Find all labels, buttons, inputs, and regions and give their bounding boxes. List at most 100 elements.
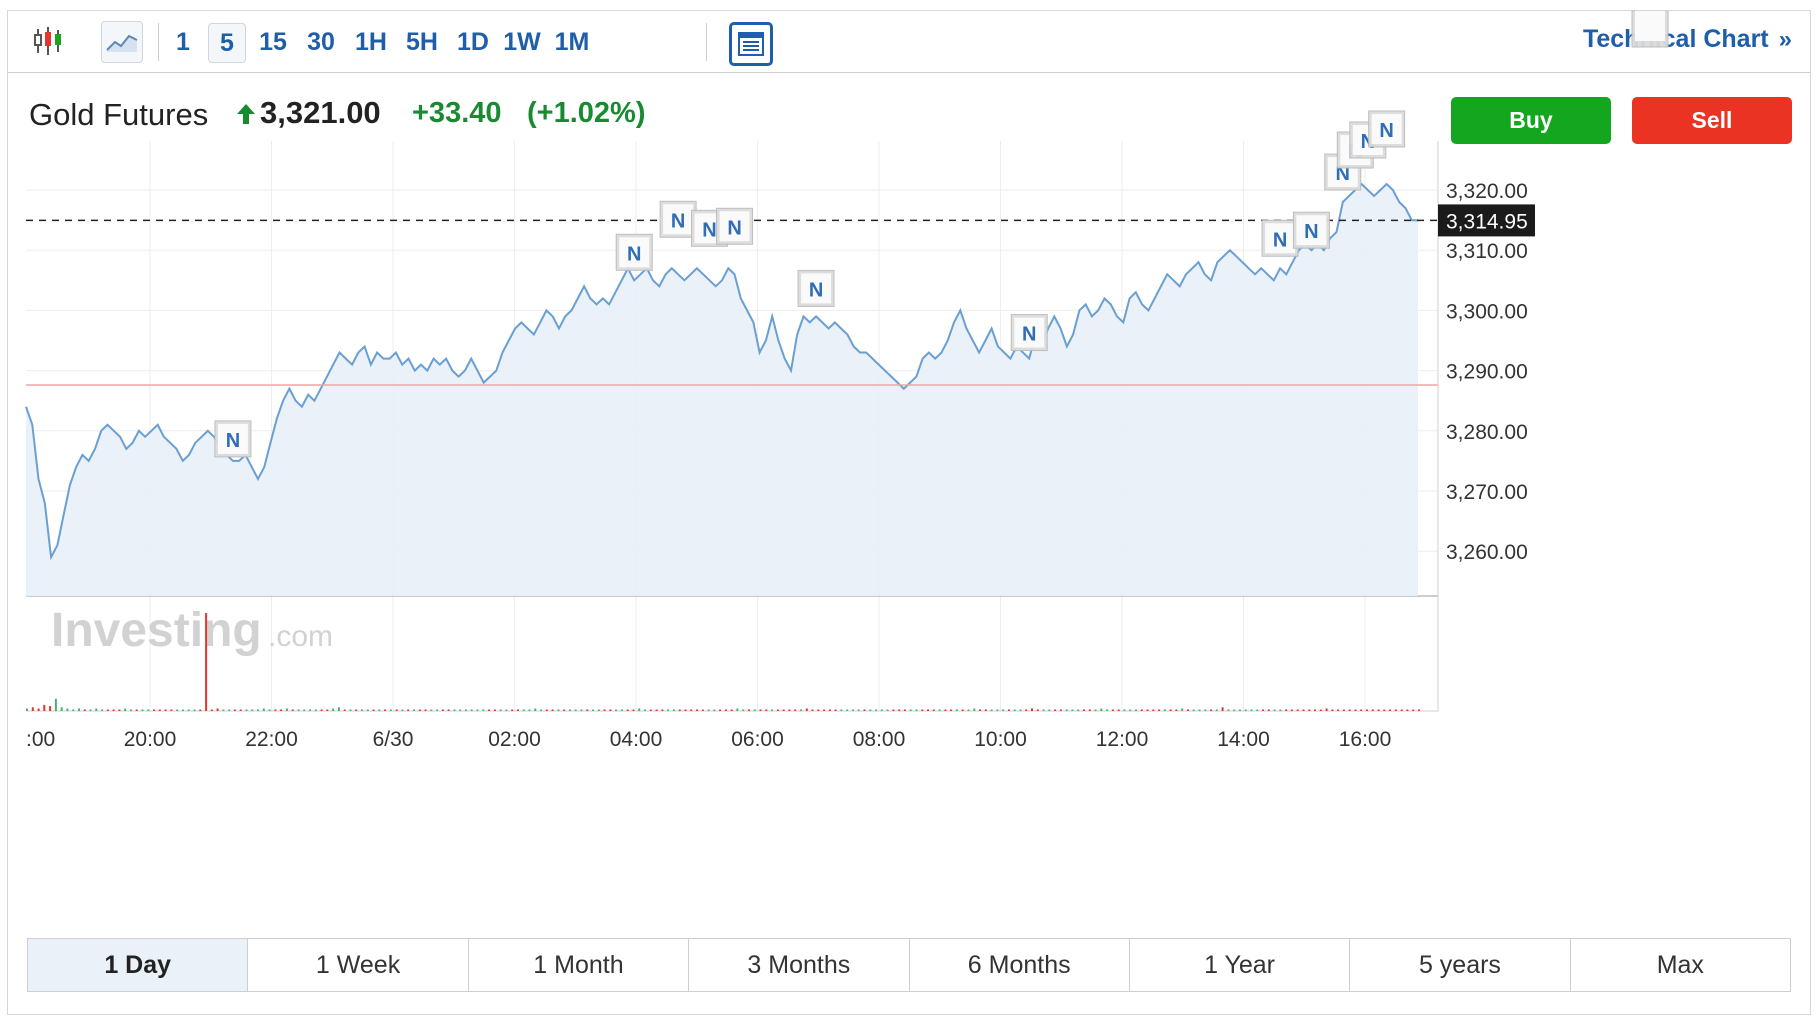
volume-bar xyxy=(1163,709,1166,711)
technical-chart-link[interactable]: Technical Chart » xyxy=(1583,25,1792,54)
news-marker[interactable]: N xyxy=(659,200,697,238)
interval-1h[interactable]: 1H xyxy=(355,28,387,56)
volume-bar xyxy=(875,709,878,711)
volume-bar xyxy=(580,709,583,711)
volume-bar xyxy=(285,708,288,711)
news-marker-letter: N xyxy=(226,430,240,452)
news-marker-letter: N xyxy=(1643,11,1657,16)
interval-15[interactable]: 15 xyxy=(259,28,287,56)
news-toggle-icon[interactable] xyxy=(729,22,773,66)
volume-bar xyxy=(1342,709,1345,711)
range-1-month[interactable]: 1 Month xyxy=(469,939,690,991)
range-1-week[interactable]: 1 Week xyxy=(248,939,469,991)
current-price-label: 3,314.95 xyxy=(1446,210,1528,233)
volume-bar xyxy=(1158,709,1161,711)
volume-bar xyxy=(661,709,664,711)
news-marker-letter: N xyxy=(671,210,685,232)
volume-bar xyxy=(314,709,317,711)
range-3-months[interactable]: 3 Months xyxy=(689,939,910,991)
volume-bar xyxy=(326,709,329,711)
volume-bar xyxy=(1054,709,1057,711)
interval-5[interactable]: 5 xyxy=(208,23,246,63)
volume-bar xyxy=(141,709,144,711)
news-marker[interactable]: N xyxy=(615,233,653,271)
volume-bar xyxy=(1175,709,1178,711)
volume-bar xyxy=(1314,709,1316,711)
volume-bar xyxy=(210,709,213,711)
volume-bar xyxy=(251,709,254,711)
volume-bar xyxy=(903,709,906,711)
news-marker[interactable]: N xyxy=(214,420,252,458)
news-marker[interactable]: N xyxy=(716,207,754,245)
line-chart-icon[interactable] xyxy=(101,21,143,63)
volume-bar xyxy=(1123,709,1126,711)
interval-5h[interactable]: 5H xyxy=(406,28,438,56)
volume-bar xyxy=(89,709,92,711)
volume-bar xyxy=(459,709,462,711)
range-6-months[interactable]: 6 Months xyxy=(910,939,1130,991)
volume-bar xyxy=(1371,709,1374,711)
range-5-years[interactable]: 5 years xyxy=(1350,939,1571,991)
interval-30[interactable]: 30 xyxy=(307,28,335,56)
news-marker-inner xyxy=(1635,11,1665,41)
volume-bar xyxy=(418,709,421,711)
volume-bar xyxy=(1412,709,1415,711)
interval-1w[interactable]: 1W xyxy=(503,28,541,56)
volume-bar xyxy=(361,709,363,711)
volume-bar xyxy=(274,709,277,711)
range-1-day[interactable]: 1 Day xyxy=(28,939,249,991)
news-marker-inner xyxy=(801,273,832,304)
volume-bar xyxy=(748,709,750,711)
news-marker[interactable]: N xyxy=(1631,11,1669,48)
volume-bar xyxy=(320,709,323,711)
news-marker-inner xyxy=(619,237,650,268)
x-tick-label: 06:00 xyxy=(731,728,784,751)
volume-bar xyxy=(620,709,623,711)
volume-bar xyxy=(505,709,508,711)
volume-bar xyxy=(1296,709,1299,711)
candlestick-icon[interactable] xyxy=(28,21,68,61)
buy-button[interactable]: Buy xyxy=(1451,97,1611,144)
price-chart[interactable]: Investing .com NNNNNNNNNNNNNN 3,320.003,… xyxy=(8,11,1810,911)
range-max[interactable]: Max xyxy=(1656,951,1704,979)
volume-bar xyxy=(1233,709,1236,711)
volume-bar xyxy=(118,709,121,711)
volume-bar xyxy=(176,709,179,711)
news-marker-inner xyxy=(1014,317,1045,348)
volume-bar xyxy=(1348,709,1351,711)
news-marker-inner xyxy=(217,423,248,454)
volume-bar xyxy=(863,709,866,711)
volume-bar xyxy=(1389,709,1392,711)
news-marker[interactable]: N xyxy=(1010,314,1048,352)
volume-bar xyxy=(1331,709,1334,711)
volume-bar xyxy=(384,709,387,711)
range-1-year[interactable]: 1 Year xyxy=(1130,939,1351,991)
chart-toolbar: 1 5 15 30 1H 5H 1D 1W 1M Technical Chart… xyxy=(8,11,1810,73)
volume-bar xyxy=(401,709,404,711)
x-tick-label: 14:00 xyxy=(1217,728,1270,751)
news-marker[interactable]: N xyxy=(1292,211,1330,249)
interval-1d[interactable]: 1D xyxy=(457,28,489,56)
volume-bar xyxy=(852,709,854,711)
interval-1[interactable]: 1 xyxy=(176,28,190,56)
volume-bar xyxy=(1418,709,1420,711)
x-tick-label: 04:00 xyxy=(610,728,663,751)
volume-bar xyxy=(915,709,918,711)
last-price: 3,321.00 xyxy=(260,95,381,130)
sell-button[interactable]: Sell xyxy=(1632,97,1792,144)
volume-bar xyxy=(597,709,600,711)
news-marker[interactable]: N xyxy=(1261,219,1299,257)
volume-bar xyxy=(54,698,57,712)
volume-bar xyxy=(759,709,762,711)
news-marker[interactable]: N xyxy=(797,269,835,307)
news-marker[interactable]: N xyxy=(1368,110,1406,148)
interval-1m[interactable]: 1M xyxy=(554,28,590,56)
y-tick-label: 3,270.00 xyxy=(1446,481,1528,504)
volume-bar xyxy=(667,709,670,711)
volume-bar xyxy=(1360,709,1363,711)
news-marker-inner xyxy=(719,211,750,242)
volume-bar xyxy=(1204,709,1207,711)
volume-bar xyxy=(262,708,265,711)
volume-bar xyxy=(453,709,456,711)
volume-bar xyxy=(984,709,987,711)
